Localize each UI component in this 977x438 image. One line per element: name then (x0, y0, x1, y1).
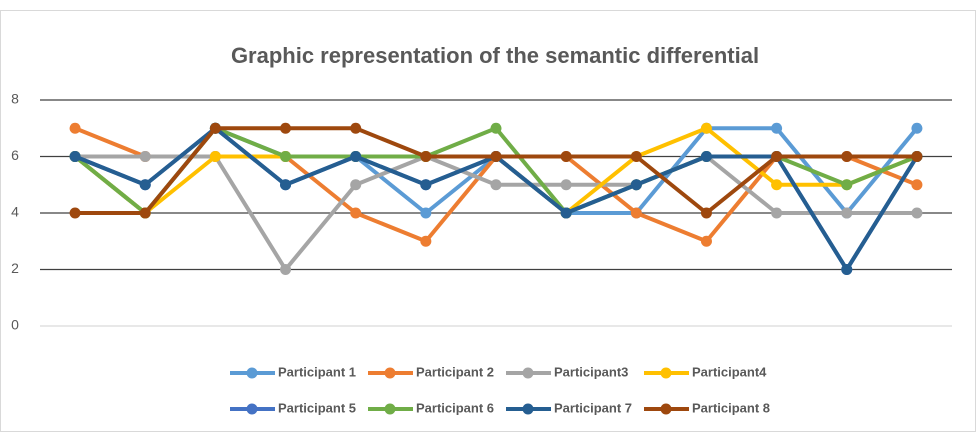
series-marker (700, 235, 712, 247)
series-marker (630, 179, 642, 191)
y-tick-label: 6 (11, 147, 19, 163)
legend-marker (522, 367, 534, 379)
series-marker (490, 179, 502, 191)
series-marker (841, 151, 853, 162)
legend-label: Participant 1 (278, 364, 356, 379)
legend-marker (384, 367, 396, 379)
legend-marker (246, 367, 258, 379)
series-marker (69, 151, 81, 162)
series-marker (911, 122, 923, 134)
series-marker (69, 207, 81, 219)
series-marker (280, 264, 292, 275)
y-tick-label: 4 (11, 204, 19, 220)
series-marker (350, 151, 362, 162)
series-marker (771, 151, 783, 162)
series-marker (420, 151, 432, 162)
series-marker (560, 179, 572, 191)
chart-border (0, 10, 976, 432)
series-marker (280, 151, 292, 162)
series-marker (911, 151, 923, 162)
series-marker (771, 207, 783, 219)
series-marker (771, 179, 783, 191)
series-marker (280, 122, 292, 134)
chart-title: Graphic representation of the semantic d… (231, 43, 759, 68)
series-marker (420, 207, 432, 219)
legend-label: Participant 8 (692, 400, 770, 415)
series-marker (560, 207, 572, 219)
legend-marker (384, 403, 396, 415)
series-marker (841, 207, 853, 219)
legend-label: Participant 7 (554, 400, 632, 415)
legend-marker (246, 403, 258, 415)
series-marker (490, 122, 502, 134)
series-marker (771, 122, 783, 134)
legend-label: Participant4 (692, 364, 767, 379)
series-marker (841, 179, 853, 191)
legend-label: Participant3 (554, 364, 628, 379)
series-marker (700, 207, 712, 219)
series-marker (350, 179, 362, 191)
series-marker (700, 151, 712, 162)
series-marker (209, 151, 221, 162)
series-marker (69, 122, 81, 134)
legend-marker (522, 403, 534, 415)
series-marker (630, 207, 642, 219)
series-marker (139, 179, 151, 191)
series-marker (490, 151, 502, 162)
series-marker (700, 122, 712, 134)
legend-label: Participant 2 (416, 364, 494, 379)
y-tick-label: 2 (11, 260, 19, 276)
series-marker (560, 151, 572, 162)
legend-marker (660, 367, 672, 379)
series-marker (630, 151, 642, 162)
series-marker (280, 179, 292, 191)
series-marker (841, 264, 853, 275)
series-marker (139, 207, 151, 219)
series-marker (350, 122, 362, 134)
series-marker (911, 179, 923, 191)
series-marker (209, 122, 221, 134)
series-marker (420, 235, 432, 247)
legend-marker (660, 403, 672, 415)
y-tick-label: 8 (11, 91, 19, 107)
legend-label: Participant 5 (278, 400, 356, 415)
series-marker (420, 179, 432, 191)
y-tick-label: 0 (11, 317, 19, 333)
series-marker (350, 207, 362, 219)
series-marker (911, 207, 923, 219)
series-marker (139, 151, 151, 162)
legend-label: Participant 6 (416, 400, 494, 415)
